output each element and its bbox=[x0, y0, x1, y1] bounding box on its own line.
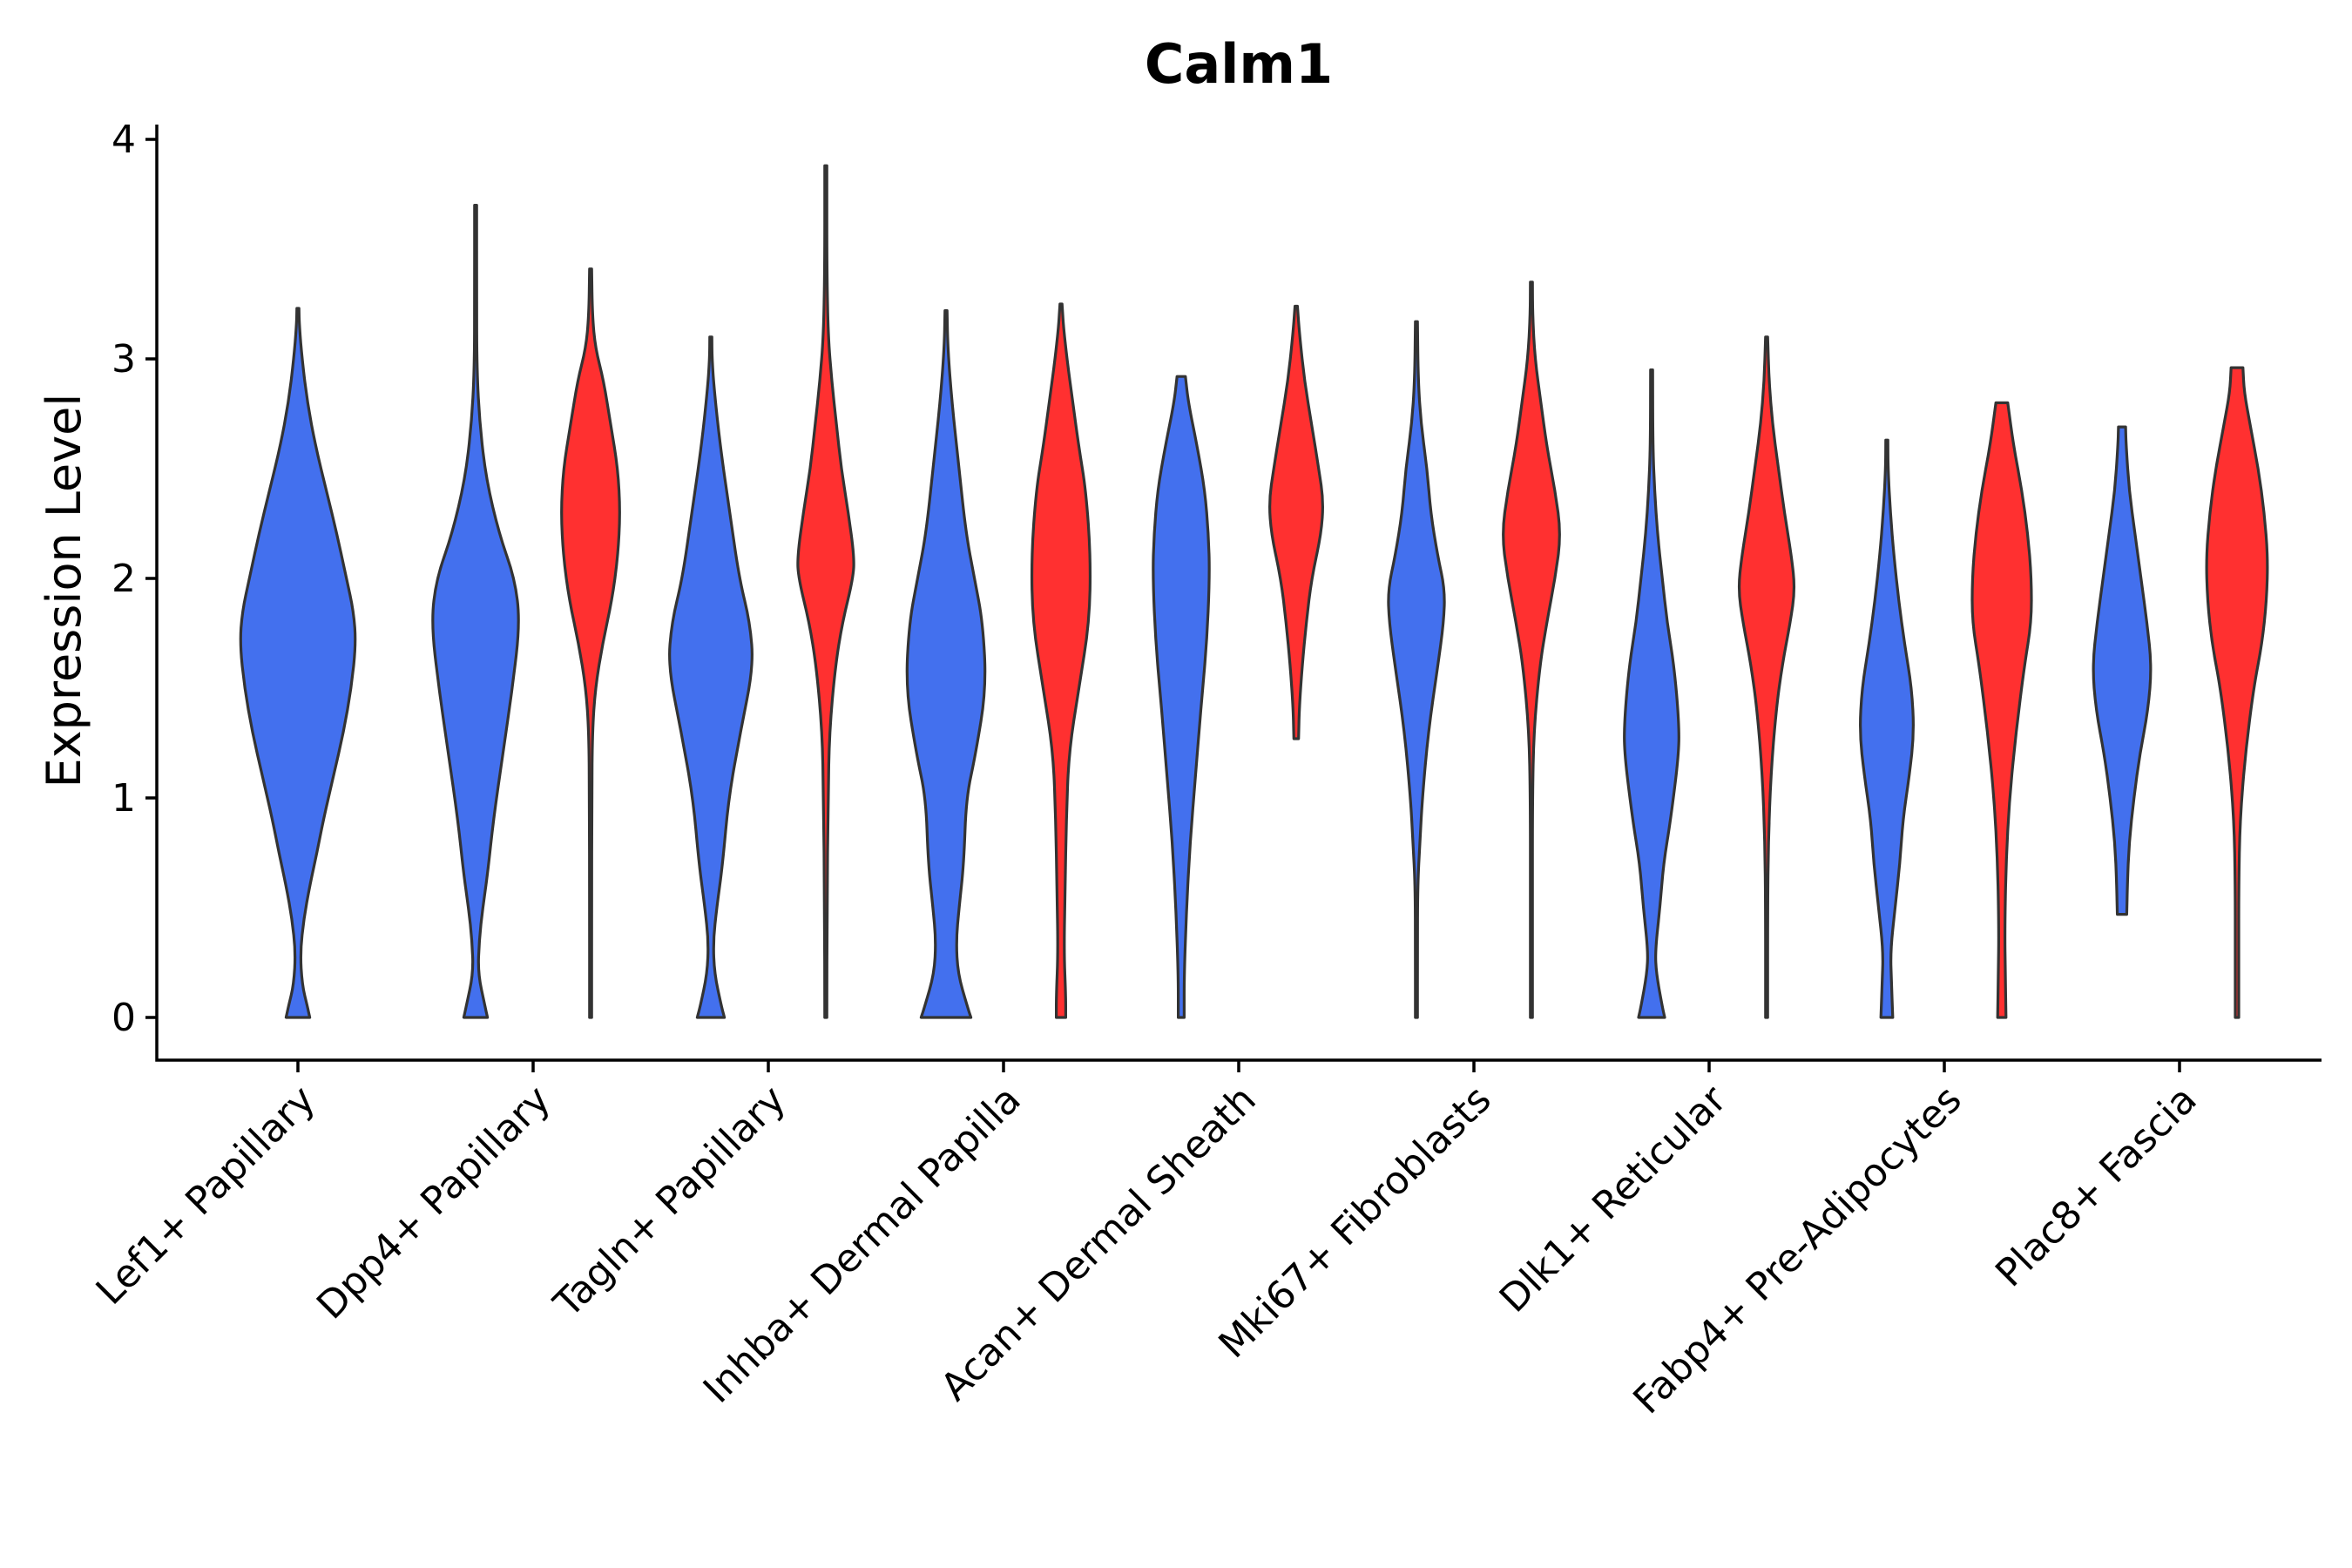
y-tick-label: 3 bbox=[112, 337, 136, 382]
y-axis-ticks: 0 1 2 3 4 bbox=[112, 118, 157, 1040]
violin-group2-plac8-fascia bbox=[2205, 366, 2269, 1019]
violin-group bbox=[239, 164, 2269, 1019]
violin-group1-dlk1-reticular bbox=[1623, 368, 1680, 1019]
violin-group2-fabp4-pre-adipocytes bbox=[1970, 401, 2033, 1019]
chart-title: Calm1 bbox=[1145, 32, 1333, 96]
violin-group1-acan-dermal-sheath bbox=[1152, 375, 1211, 1019]
y-tick-label: 1 bbox=[112, 776, 136, 821]
violin-group1-dpp4-papillary bbox=[431, 204, 520, 1019]
violin-group1-lef1-papillary bbox=[239, 307, 357, 1019]
violin-group2-inhba-dermal-papilla bbox=[1030, 302, 1092, 1019]
violin-group1-fabp4-pre-adipocytes bbox=[1859, 438, 1915, 1019]
violin-group1-plac8-fascia bbox=[2092, 425, 2153, 916]
violin-group2-acan-dermal-sheath bbox=[1268, 304, 1324, 740]
y-axis-label: Expression Level bbox=[37, 394, 91, 788]
violin-group2-dlk1-reticular bbox=[1737, 335, 1796, 1019]
violin-group2-mki67-fibroblasts bbox=[1502, 280, 1561, 1019]
y-tick-label: 0 bbox=[112, 996, 136, 1040]
y-tick-label: 4 bbox=[112, 118, 136, 162]
axis-lines bbox=[155, 125, 2322, 1062]
violin-group2-dpp4-papillary bbox=[560, 267, 621, 1019]
violin-group1-tagln-papillary bbox=[668, 335, 754, 1019]
y-tick-label: 2 bbox=[112, 557, 136, 601]
violin-group1-inhba-dermal-papilla bbox=[905, 309, 987, 1019]
violin-group2-tagln-papillary bbox=[796, 164, 855, 1019]
violin-group1-mki67-fibroblasts bbox=[1387, 320, 1446, 1019]
